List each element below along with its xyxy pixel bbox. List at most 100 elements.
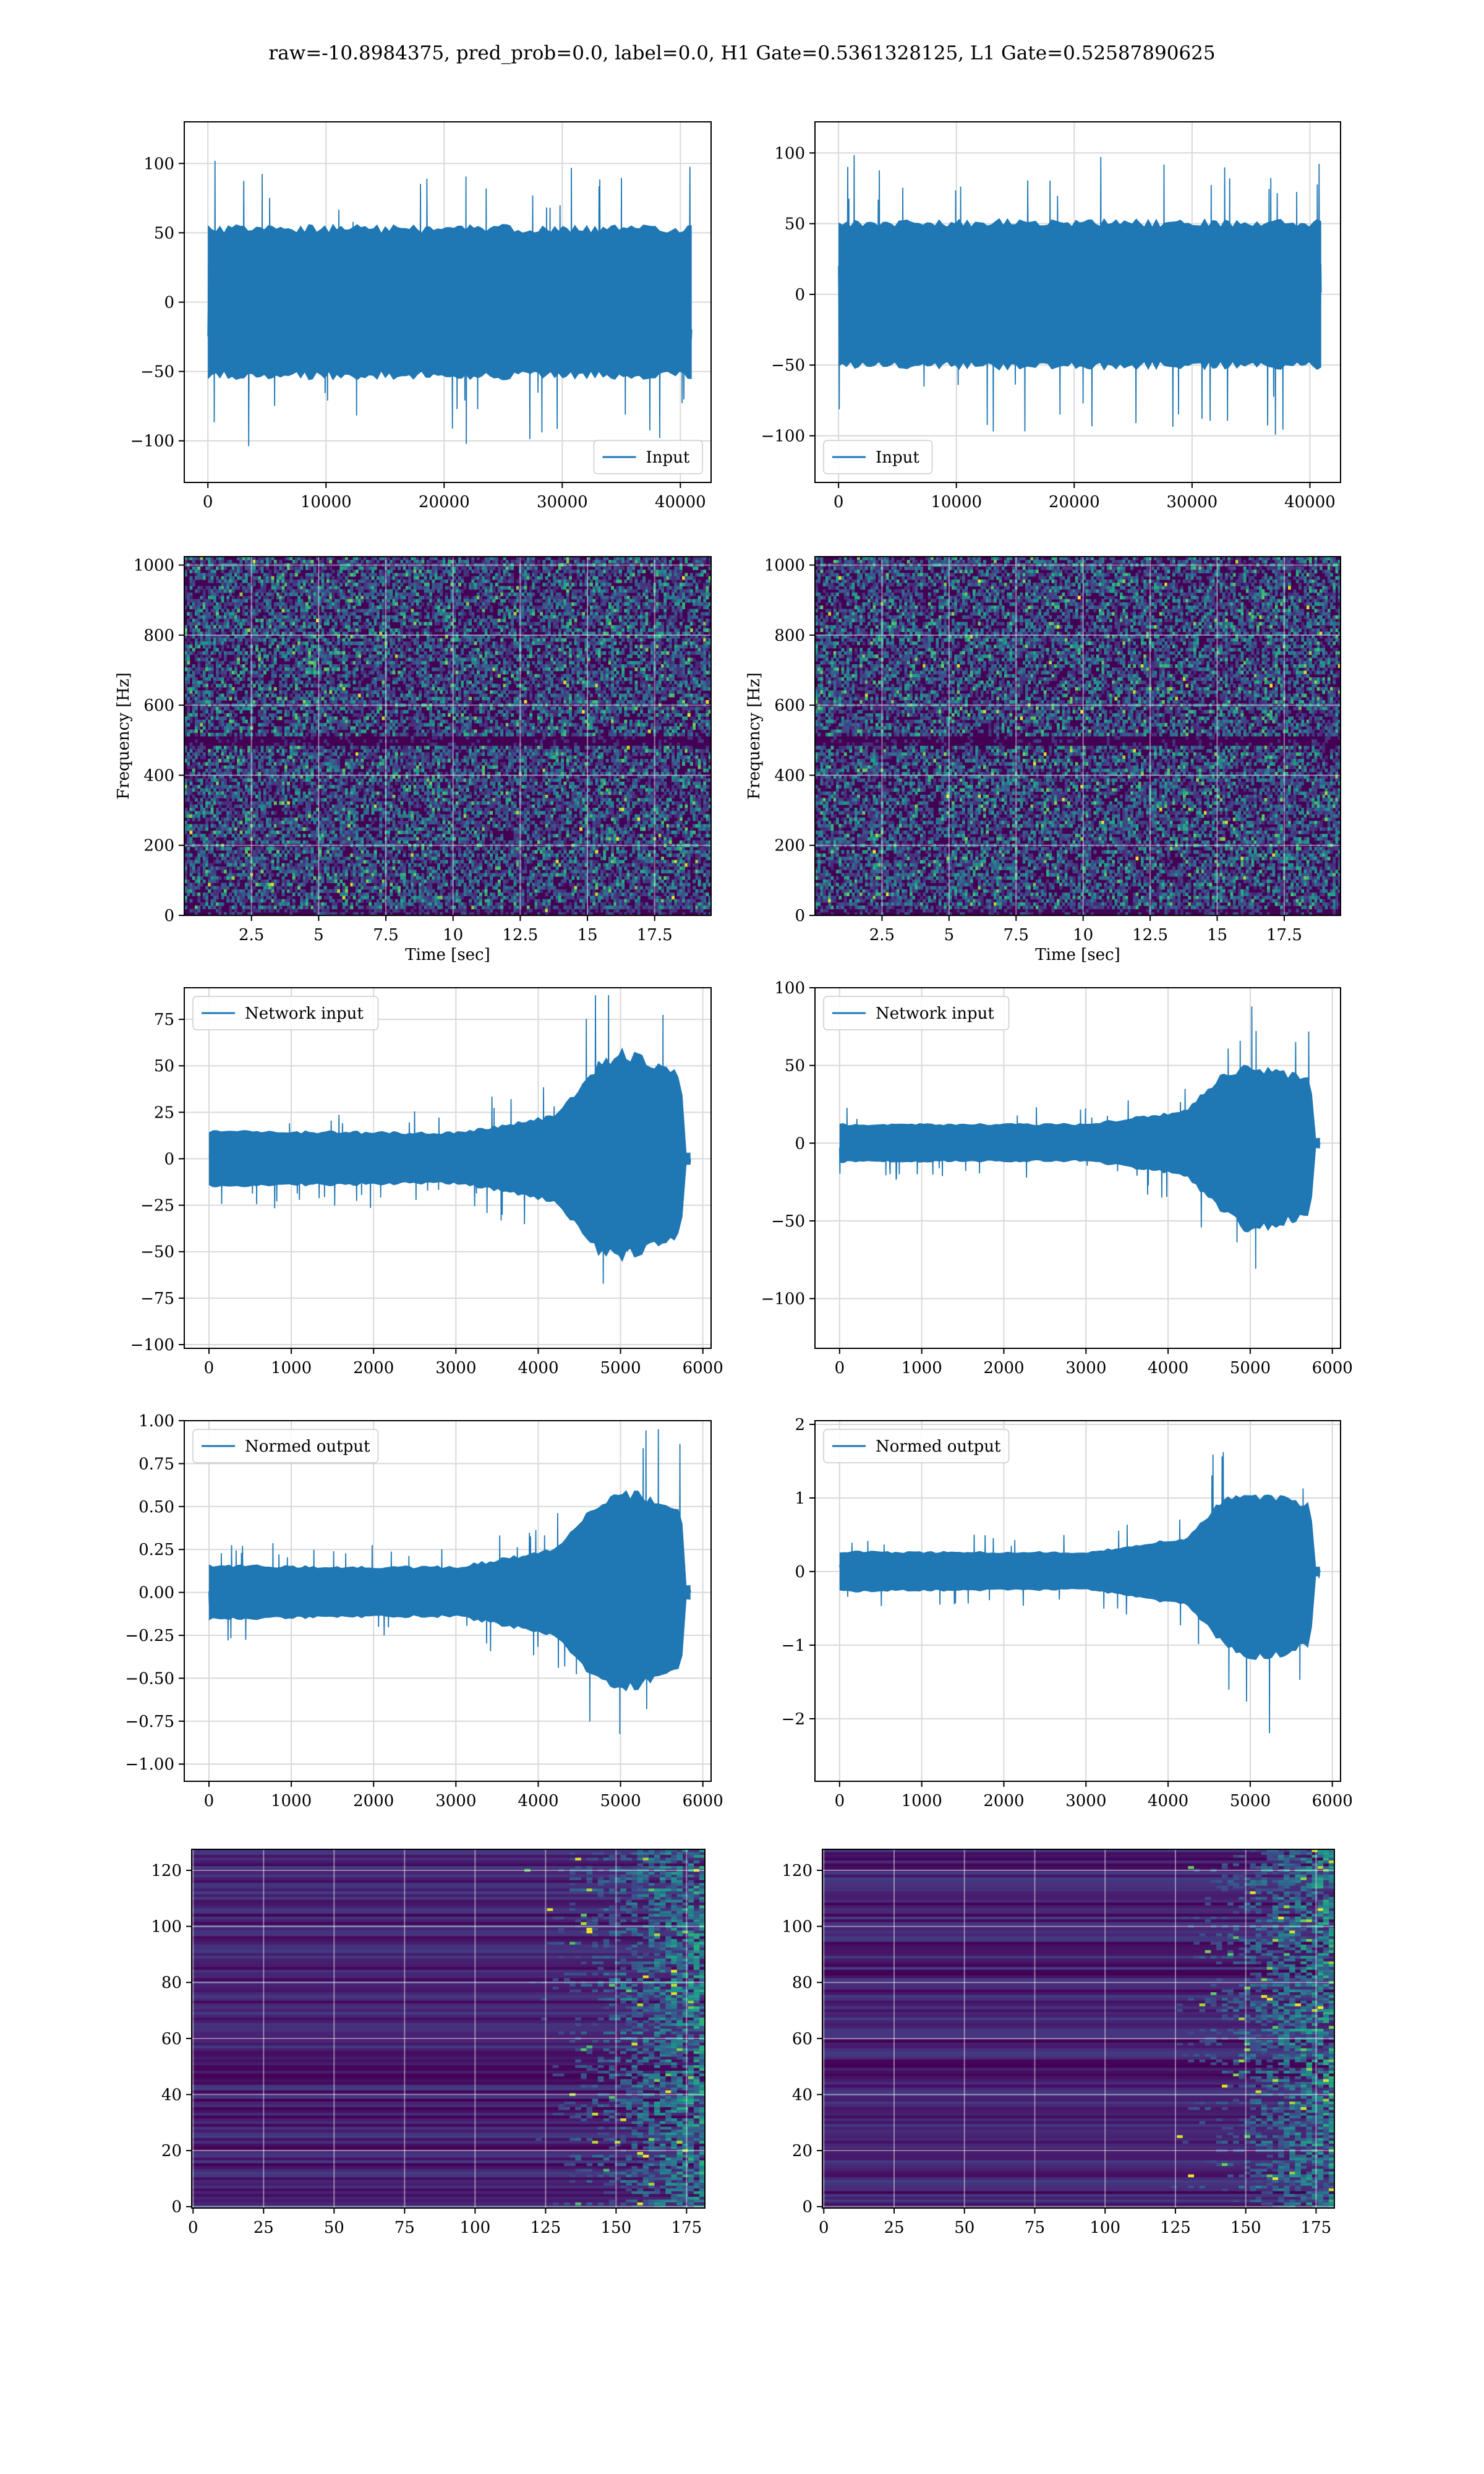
h1-spectrogram-cell xyxy=(331,583,335,587)
h1-spectrogram-cell xyxy=(563,602,567,606)
h1-spectrogram-cell xyxy=(411,677,414,681)
h1-spectrogram-cell xyxy=(192,566,195,570)
h1-spectrogram-cell xyxy=(682,618,685,623)
h1-spectrogram-cell xyxy=(587,661,591,665)
h1-spectrogram-cell xyxy=(321,586,325,590)
h1-spectrogram-cell xyxy=(634,576,638,580)
h1-spectrogram-cell xyxy=(642,628,646,632)
h1-spectrogram-cell xyxy=(421,628,425,632)
h1-spectrogram-cell xyxy=(403,635,406,639)
h1-spectrogram-cell xyxy=(458,641,461,645)
h1-spectrogram-cell xyxy=(576,599,580,603)
h1-spectrogram-cell xyxy=(271,579,275,583)
h1-spectrogram-cell xyxy=(323,566,327,570)
h1-spectrogram-cell xyxy=(310,602,314,606)
h1-spectrogram-cell xyxy=(537,638,540,642)
h1-spectrogram-cell xyxy=(287,667,290,672)
h1-spectrogram-cell xyxy=(421,560,425,564)
h1-spectrogram-cell xyxy=(595,618,599,623)
h1-spectrogram-cell xyxy=(226,589,230,593)
h1-spectrogram-cell xyxy=(390,576,393,580)
h1-spectrogram-cell xyxy=(419,612,422,616)
h1-spectrogram-cell xyxy=(655,602,659,606)
h1-spectrogram-cell xyxy=(213,618,216,623)
h1-spectrogram-cell xyxy=(208,570,211,573)
h1-spectrogram-cell xyxy=(202,638,206,642)
h1-spectrogram-cell xyxy=(608,651,612,655)
h1-spectrogram-cell xyxy=(252,635,256,639)
h1-spectrogram-cell xyxy=(653,586,657,590)
h1-spectrogram-cell xyxy=(382,615,385,619)
h1-spectrogram-cell xyxy=(595,615,599,619)
h1-spectrogram-cell xyxy=(482,625,485,629)
h1-spectrogram-cell xyxy=(490,599,493,603)
h1-spectrogram-cell xyxy=(216,683,219,688)
h1-spectrogram-cell xyxy=(521,602,525,606)
h1-spectrogram-cell xyxy=(387,651,390,655)
h1-spectrogram-cell xyxy=(566,625,569,629)
h1-spectrogram-cell xyxy=(626,570,630,573)
h1-spectrogram-cell xyxy=(689,644,693,649)
h1-spectrogram-cell xyxy=(558,664,561,668)
h1-spectrogram-cell xyxy=(348,644,351,649)
h1-spectrogram-cell xyxy=(532,557,535,560)
h1-spectrogram-cell xyxy=(542,563,546,567)
h1-spectrogram-cell xyxy=(582,583,586,587)
h1-spectrogram-cell xyxy=(300,586,304,590)
h1-spectrogram-cell xyxy=(555,560,559,564)
h1-spectrogram-cell xyxy=(284,615,288,619)
h1-spectrogram-cell xyxy=(553,609,556,613)
h1-spectrogram-cell xyxy=(629,557,633,560)
h1-spectrogram-cell xyxy=(419,657,422,662)
h1-spectrogram-cell xyxy=(440,657,443,662)
h1-spectrogram-cell xyxy=(250,557,254,560)
h1-spectrogram-cell xyxy=(268,625,272,629)
h1-spectrogram-cell xyxy=(521,664,525,668)
h1-spectrogram-cell xyxy=(284,602,288,606)
h1-spectrogram-cell xyxy=(706,583,709,587)
h1-spectrogram-cell xyxy=(400,618,404,623)
h1-spectrogram-cell xyxy=(592,664,596,668)
h1-spectrogram-cell xyxy=(629,628,633,632)
h1-spectrogram-cell xyxy=(221,579,224,583)
h1-spectrogram-cell xyxy=(469,654,472,659)
h1-spectrogram-cell xyxy=(547,670,551,675)
h1-spectrogram-cell xyxy=(316,618,319,623)
h1-spectrogram-cell xyxy=(561,615,565,619)
h1-spectrogram-cell xyxy=(329,677,333,681)
h1-spectrogram-cell xyxy=(284,654,288,659)
h1-spectrogram-cell xyxy=(616,657,620,662)
h1-spectrogram-cell xyxy=(260,602,264,606)
h1-spectrogram-cell xyxy=(437,576,440,580)
h1-spectrogram-cell xyxy=(469,664,472,668)
h1-spectrogram-cell xyxy=(424,654,427,659)
h1-spectrogram-cell xyxy=(218,635,222,639)
h1-spectrogram-cell xyxy=(308,606,312,609)
l1-input-ytick-label: −50 xyxy=(771,356,805,375)
h1-spectrogram-cell xyxy=(453,618,456,623)
h1-spectrogram-cell xyxy=(352,573,356,577)
h1-spectrogram-cell xyxy=(310,641,314,645)
h1-spectrogram-cell xyxy=(216,602,219,606)
h1-spectrogram-cell xyxy=(200,641,203,645)
h1-spectrogram-cell xyxy=(237,576,241,580)
h1-spectrogram-cell xyxy=(437,586,440,590)
h1-spectrogram-cell xyxy=(590,651,593,655)
h1-spectrogram-cell xyxy=(640,570,643,573)
h1-spectrogram-cell xyxy=(208,638,211,642)
h1-spectrogram-cell xyxy=(666,593,670,596)
h1-spectrogram-cell xyxy=(611,560,614,564)
h1-spectrogram-cell xyxy=(210,683,214,688)
h1-spectrogram-cell xyxy=(419,586,422,590)
h1-spectrogram-cell xyxy=(587,680,591,685)
h1-spectrogram-cell xyxy=(482,635,485,639)
h1-spectrogram-cell xyxy=(292,566,296,570)
h1-spectrogram-cell xyxy=(210,573,214,577)
h1-spectrogram-cell xyxy=(200,609,203,613)
h1-spectrogram-cell xyxy=(373,563,377,567)
h1-spectrogram-cell xyxy=(650,599,654,603)
h1-spectrogram-cell xyxy=(392,606,396,609)
h1-spectrogram-cell xyxy=(574,589,578,593)
h1-spectrogram-cell xyxy=(202,602,206,606)
h1-spectrogram-cell xyxy=(287,612,290,616)
